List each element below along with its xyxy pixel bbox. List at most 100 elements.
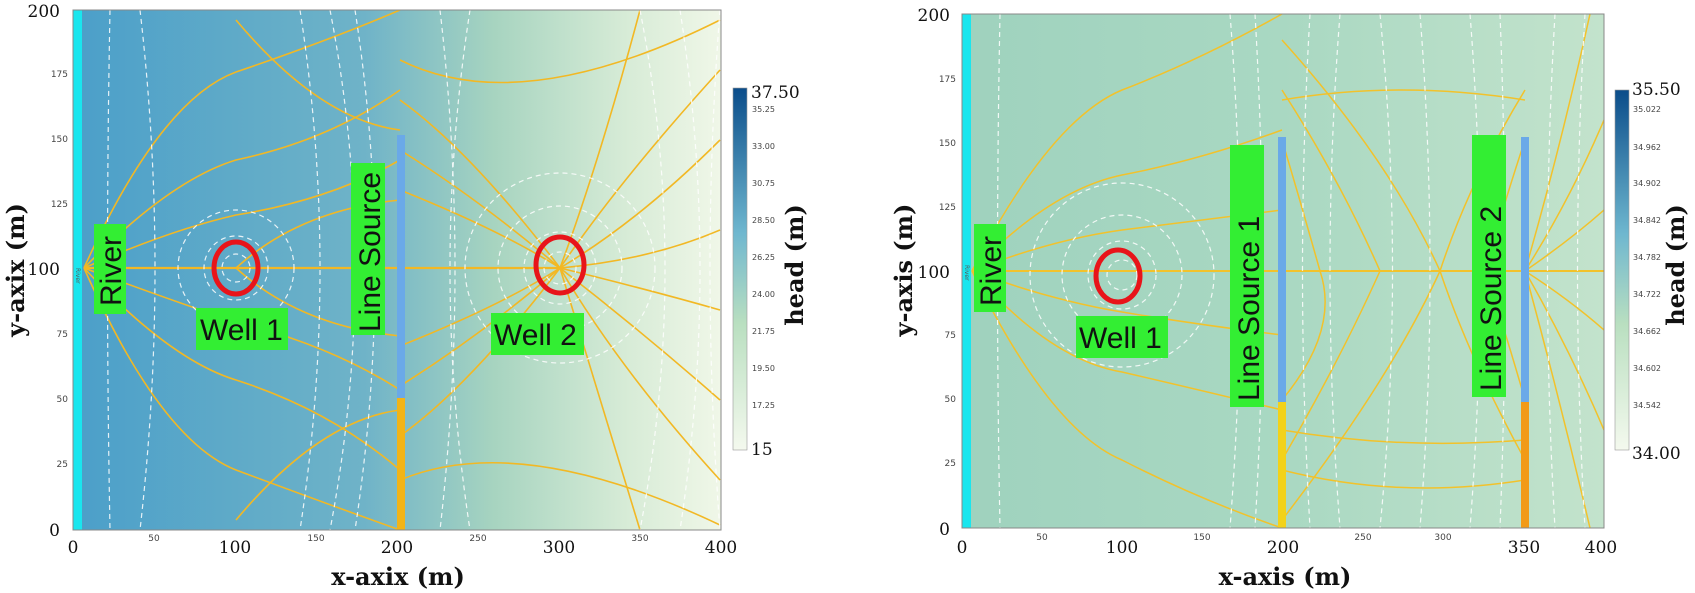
right-y-tick: 25 [945, 459, 956, 469]
left-line-source-label-bg [351, 163, 385, 335]
left-well1-ring [211, 239, 261, 297]
left-colorbar [732, 87, 748, 451]
left-colorbar-tick: 21.75 [752, 327, 775, 336]
right-y-tick: 75 [945, 331, 956, 341]
right-colorbar-tick: 34.782 [1633, 253, 1661, 262]
left-plot-frame [72, 9, 722, 531]
left-colorbar-tick: 30.75 [752, 179, 775, 188]
left-y-tick: 0 [49, 521, 60, 541]
right-x-tick: 0 [957, 538, 968, 558]
left-well1-label-bg [196, 308, 288, 350]
left-streamlines [83, 10, 721, 530]
left-x-tick: 400 [705, 538, 737, 558]
right-x-tick: 350 [1508, 538, 1540, 558]
left-x-axis-title: x-axix (m) [331, 562, 465, 591]
right-colorbar-max: 35.50 [1632, 80, 1681, 100]
left-x-tick: 0 [68, 538, 79, 558]
left-colorbar-ticks: 35.25 33.00 30.75 28.50 26.25 24.00 21.7… [752, 105, 775, 410]
left-colorbar-tick: 33.00 [752, 142, 775, 151]
left-colorbar-title: head (m) [780, 204, 809, 326]
right-river-boundary [962, 14, 971, 528]
left-x-tick: 250 [469, 534, 486, 544]
right-x-tick: 400 [1585, 538, 1617, 558]
left-y-tick: 50 [57, 395, 69, 405]
right-colorbar-tick: 34.662 [1633, 327, 1661, 336]
left-y-tick: 100 [28, 260, 60, 280]
left-x-tick: 300 [543, 538, 575, 558]
right-x-tick: 100 [1106, 538, 1138, 558]
right-x-tick: 50 [1036, 533, 1048, 543]
left-y-tick: 125 [51, 200, 68, 210]
left-colorbar-min: 15 [751, 440, 773, 460]
right-y-tick: 150 [939, 139, 956, 149]
right-x-tick: 300 [1434, 533, 1451, 543]
right-river-label: River [975, 236, 1008, 306]
left-well2-ring [533, 234, 587, 296]
left-y-ticks: 0 25 50 75 100 125 150 175 200 [28, 2, 69, 541]
right-x-axis-title: x-axis (m) [1219, 562, 1352, 591]
right-y-tick: 175 [939, 75, 956, 85]
left-colorbar-tick: 24.00 [752, 290, 775, 299]
right-colorbar-tick: 34.902 [1633, 179, 1661, 188]
left-colorbar-max: 37.50 [751, 83, 800, 103]
right-panel: River River Well 1 Line Source 1 Line So… [889, 6, 1690, 591]
left-equipotentials [106, 10, 721, 530]
right-line-source2-label: Line Source 2 [1475, 206, 1508, 391]
right-river-label-bg [974, 224, 1006, 312]
right-colorbar-tick: 34.542 [1633, 401, 1661, 410]
left-colorbar-tick: 19.50 [752, 364, 775, 373]
left-x-tick: 200 [381, 538, 413, 558]
right-river-mini-label: River [963, 265, 970, 281]
left-colorbar-tick: 35.25 [752, 105, 775, 114]
right-y-tick: 100 [918, 263, 950, 283]
right-colorbar-title: head (m) [1661, 204, 1690, 326]
left-y-axis-title: y-axix (m) [1, 203, 30, 338]
left-well2-label-bg [491, 313, 584, 355]
right-line-source1-label: Line Source 1 [1233, 216, 1266, 401]
left-well1-label: Well 1 [200, 314, 283, 347]
left-line-source-blue-segment [397, 135, 405, 400]
left-line-source-label: Line Source [354, 172, 387, 332]
left-x-ticks: 0 50 100 150 200 250 300 350 400 [68, 534, 738, 558]
right-x-tick: 200 [1267, 538, 1299, 558]
right-line-source1-label-bg [1230, 145, 1264, 407]
left-y-tick: 150 [51, 135, 68, 145]
right-line-source2-blue-segment [1521, 137, 1529, 404]
left-y-tick: 175 [51, 70, 68, 80]
left-colorbar-tick: 17.25 [752, 401, 775, 410]
left-river-boundary [73, 10, 82, 530]
right-line-source1-blue-segment [1278, 137, 1286, 404]
left-x-tick: 50 [148, 534, 160, 544]
left-river-label-bg [94, 224, 126, 314]
left-line-source-yellow-segment [397, 398, 405, 530]
right-colorbar-tick: 34.602 [1633, 364, 1661, 373]
left-y-tick: 200 [28, 2, 60, 22]
right-y-tick: 125 [939, 203, 956, 213]
left-x-tick: 350 [631, 534, 648, 544]
left-x-tick: 100 [219, 538, 251, 558]
right-colorbar-tick: 34.722 [1633, 290, 1661, 299]
right-line-source2-label-bg [1472, 135, 1506, 397]
right-x-tick: 250 [1354, 533, 1371, 543]
right-y-tick: 200 [918, 6, 950, 26]
left-river-label: River [95, 236, 128, 306]
right-colorbar [1614, 89, 1630, 451]
left-river-mini-label: River [74, 268, 81, 284]
right-line-source1-yellow-segment [1278, 402, 1286, 528]
right-colorbar-min: 34.00 [1632, 444, 1681, 464]
left-y-tick: 25 [57, 460, 68, 470]
right-y-axis-title: y-axis (m) [889, 204, 918, 338]
left-colorbar-tick: 26.25 [752, 253, 775, 262]
left-panel: River River Well 1 Line Source Well 2 0 … [1, 2, 809, 591]
right-y-tick: 0 [939, 520, 950, 540]
right-colorbar-tick: 34.962 [1633, 143, 1661, 152]
right-x-ticks: 0 50 100 150 200 250 300 350 400 [957, 533, 1618, 558]
right-colorbar-tick: 35.022 [1633, 105, 1661, 114]
right-x-tick: 150 [1193, 533, 1210, 543]
left-y-tick: 75 [57, 330, 68, 340]
right-equipotentials [996, 14, 1586, 528]
right-plot-frame [961, 13, 1605, 529]
right-y-ticks: 0 25 50 75 100 125 150 175 200 [918, 6, 957, 540]
left-colorbar-tick: 28.50 [752, 216, 775, 225]
